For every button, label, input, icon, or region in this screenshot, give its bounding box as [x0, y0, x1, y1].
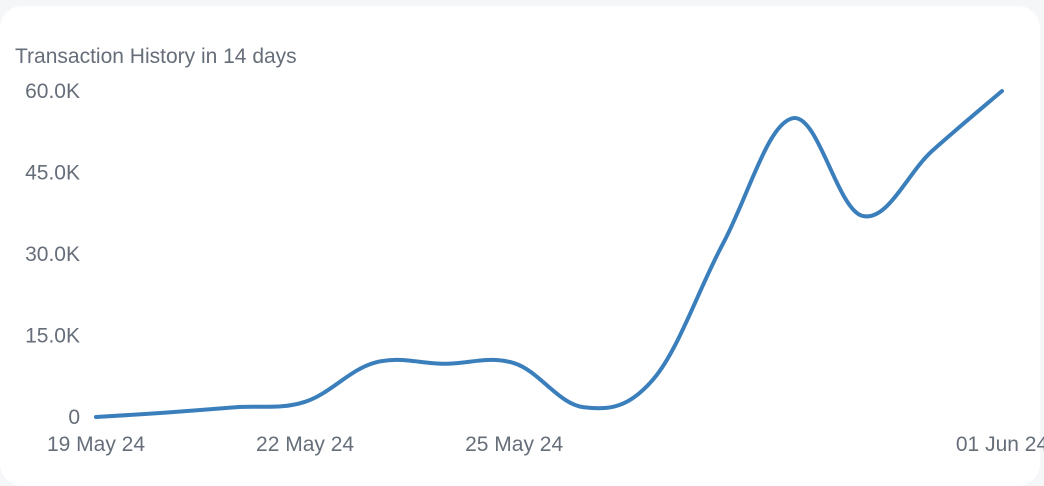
y-tick-label: 0	[68, 406, 80, 429]
data-point[interactable]	[232, 404, 238, 410]
data-point[interactable]	[581, 404, 587, 410]
y-tick-label: 30.0K	[25, 243, 80, 266]
data-point[interactable]	[93, 414, 99, 420]
data-point[interactable]	[999, 88, 1005, 94]
x-tick-label: 22 May 24	[256, 433, 354, 456]
series-layer	[93, 88, 1005, 420]
data-point[interactable]	[163, 410, 169, 416]
data-point[interactable]	[302, 399, 308, 405]
x-tick-label: 19 May 24	[47, 433, 145, 456]
x-tick-label: 25 May 24	[465, 433, 563, 456]
data-point[interactable]	[651, 376, 657, 382]
chart-title: Transaction History in 14 days	[15, 45, 297, 68]
x-tick-label: 01 Jun 24	[956, 433, 1044, 456]
series-line	[94, 89, 1004, 419]
data-point[interactable]	[441, 361, 447, 367]
data-point[interactable]	[720, 240, 726, 246]
x-axis-ticks: 19 May 24 22 May 24 25 May 24 01 Jun 24	[47, 433, 1044, 456]
y-tick-label: 45.0K	[25, 162, 80, 185]
y-tick-label: 60.0K	[25, 80, 80, 103]
data-point[interactable]	[860, 213, 866, 219]
data-point[interactable]	[372, 360, 378, 366]
data-point[interactable]	[511, 360, 517, 366]
data-point[interactable]	[929, 148, 935, 154]
y-axis-ticks: 0 15.0K 30.0K 45.0K 60.0K	[25, 80, 80, 429]
chart-card	[0, 6, 1040, 486]
data-point[interactable]	[790, 115, 796, 121]
y-tick-label: 15.0K	[25, 325, 80, 348]
